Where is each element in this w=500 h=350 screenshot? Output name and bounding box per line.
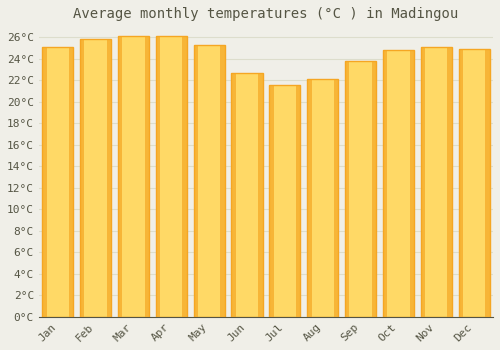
Bar bbox=[458, 49, 490, 317]
Bar bbox=[296, 85, 300, 317]
Bar bbox=[345, 61, 350, 317]
Bar bbox=[80, 39, 84, 317]
Bar bbox=[42, 47, 46, 317]
Bar bbox=[144, 36, 149, 317]
Bar bbox=[383, 50, 387, 317]
Bar bbox=[69, 47, 73, 317]
Bar bbox=[307, 79, 338, 317]
Bar bbox=[194, 44, 224, 317]
Bar bbox=[410, 50, 414, 317]
Bar bbox=[118, 36, 122, 317]
Bar bbox=[107, 39, 111, 317]
Title: Average monthly temperatures (°C ) in Madingou: Average monthly temperatures (°C ) in Ma… bbox=[74, 7, 458, 21]
Bar bbox=[182, 36, 187, 317]
Bar bbox=[258, 72, 262, 317]
Bar bbox=[345, 61, 376, 317]
Bar bbox=[421, 47, 425, 317]
Bar bbox=[220, 44, 224, 317]
Bar bbox=[232, 72, 236, 317]
Bar bbox=[42, 47, 74, 317]
Bar bbox=[118, 36, 149, 317]
Bar bbox=[194, 44, 198, 317]
Bar bbox=[80, 39, 111, 317]
Bar bbox=[270, 85, 300, 317]
Bar bbox=[334, 79, 338, 317]
Bar bbox=[270, 85, 274, 317]
Bar bbox=[232, 72, 262, 317]
Bar bbox=[156, 36, 187, 317]
Bar bbox=[486, 49, 490, 317]
Bar bbox=[448, 47, 452, 317]
Bar bbox=[383, 50, 414, 317]
Bar bbox=[458, 49, 463, 317]
Bar bbox=[372, 61, 376, 317]
Bar bbox=[156, 36, 160, 317]
Bar bbox=[421, 47, 452, 317]
Bar bbox=[307, 79, 312, 317]
